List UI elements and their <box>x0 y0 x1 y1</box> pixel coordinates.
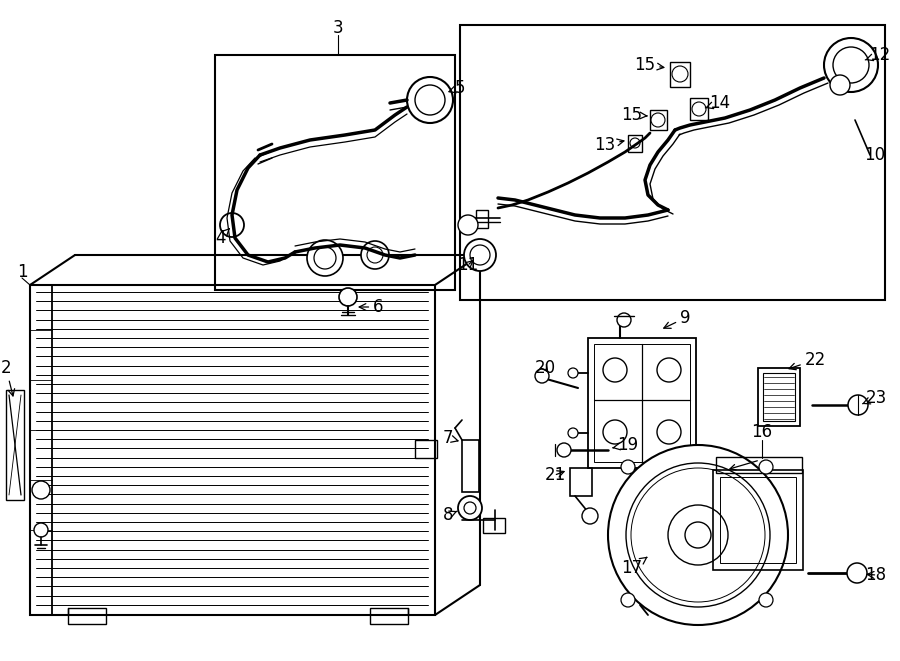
Circle shape <box>603 358 627 382</box>
Text: 23: 23 <box>862 389 886 407</box>
Text: 15: 15 <box>634 56 664 74</box>
Text: 7: 7 <box>443 429 458 447</box>
Circle shape <box>458 215 478 235</box>
Circle shape <box>367 247 383 263</box>
Circle shape <box>685 522 711 548</box>
Text: 8: 8 <box>443 506 457 524</box>
Circle shape <box>568 428 578 438</box>
Circle shape <box>32 481 50 499</box>
Circle shape <box>535 369 549 383</box>
Bar <box>594 344 690 462</box>
Circle shape <box>314 247 336 269</box>
Bar <box>215 55 455 290</box>
Circle shape <box>848 395 868 415</box>
Text: 4: 4 <box>215 229 230 247</box>
Circle shape <box>692 102 706 116</box>
Circle shape <box>568 368 578 378</box>
Text: 12: 12 <box>865 46 891 64</box>
Bar <box>30 285 52 615</box>
Text: 3: 3 <box>333 19 343 37</box>
Circle shape <box>672 66 688 82</box>
Circle shape <box>458 496 482 520</box>
Bar <box>415 440 437 458</box>
Circle shape <box>361 241 389 269</box>
Text: 10: 10 <box>864 146 886 164</box>
Circle shape <box>34 523 48 537</box>
Circle shape <box>557 443 571 457</box>
Text: 17: 17 <box>621 557 647 577</box>
Text: 21: 21 <box>544 466 565 484</box>
Circle shape <box>759 593 773 607</box>
Circle shape <box>833 47 869 83</box>
Circle shape <box>759 460 773 474</box>
Bar <box>588 338 696 468</box>
Bar <box>68 608 106 624</box>
Circle shape <box>657 358 681 382</box>
Circle shape <box>617 313 631 327</box>
Circle shape <box>621 460 635 474</box>
Circle shape <box>603 420 627 444</box>
Circle shape <box>608 445 788 625</box>
Circle shape <box>657 420 681 444</box>
Text: 11: 11 <box>457 256 479 274</box>
Bar <box>690 98 708 120</box>
Circle shape <box>470 245 490 265</box>
Circle shape <box>621 593 635 607</box>
Circle shape <box>651 113 665 127</box>
Circle shape <box>630 138 640 148</box>
Bar <box>720 477 796 563</box>
Circle shape <box>464 239 496 271</box>
Text: 9: 9 <box>664 309 690 329</box>
Bar <box>6 390 24 500</box>
Bar <box>713 470 803 570</box>
Bar <box>716 457 802 473</box>
Bar <box>30 285 435 615</box>
Text: 22: 22 <box>789 351 825 369</box>
Text: 13: 13 <box>594 136 624 154</box>
Text: 15: 15 <box>621 106 647 124</box>
Text: 18: 18 <box>866 566 886 584</box>
Bar <box>650 110 667 130</box>
Text: 2: 2 <box>1 359 14 396</box>
Text: 16: 16 <box>752 423 772 441</box>
Circle shape <box>407 77 453 123</box>
Bar <box>483 518 505 533</box>
Text: 1: 1 <box>17 263 27 281</box>
Text: 20: 20 <box>535 359 555 377</box>
Circle shape <box>220 213 244 237</box>
Bar <box>462 440 479 492</box>
Circle shape <box>646 483 750 587</box>
Bar <box>570 468 592 496</box>
Circle shape <box>830 75 850 95</box>
Circle shape <box>668 505 728 565</box>
Circle shape <box>631 468 765 602</box>
Bar <box>476 210 488 228</box>
Text: 19: 19 <box>613 436 639 454</box>
Circle shape <box>307 240 343 276</box>
Circle shape <box>638 475 758 595</box>
Circle shape <box>339 288 357 306</box>
Bar <box>628 135 642 152</box>
Bar <box>370 608 408 624</box>
Circle shape <box>626 463 770 607</box>
Bar <box>758 368 800 426</box>
Bar <box>763 373 795 421</box>
Bar <box>460 25 885 300</box>
Circle shape <box>582 508 598 524</box>
Circle shape <box>824 38 878 92</box>
Text: 14: 14 <box>706 94 731 112</box>
Bar <box>670 62 690 87</box>
Circle shape <box>464 502 476 514</box>
Circle shape <box>847 563 867 583</box>
Text: 5: 5 <box>449 79 465 97</box>
Text: 6: 6 <box>359 298 383 316</box>
Circle shape <box>415 85 445 115</box>
